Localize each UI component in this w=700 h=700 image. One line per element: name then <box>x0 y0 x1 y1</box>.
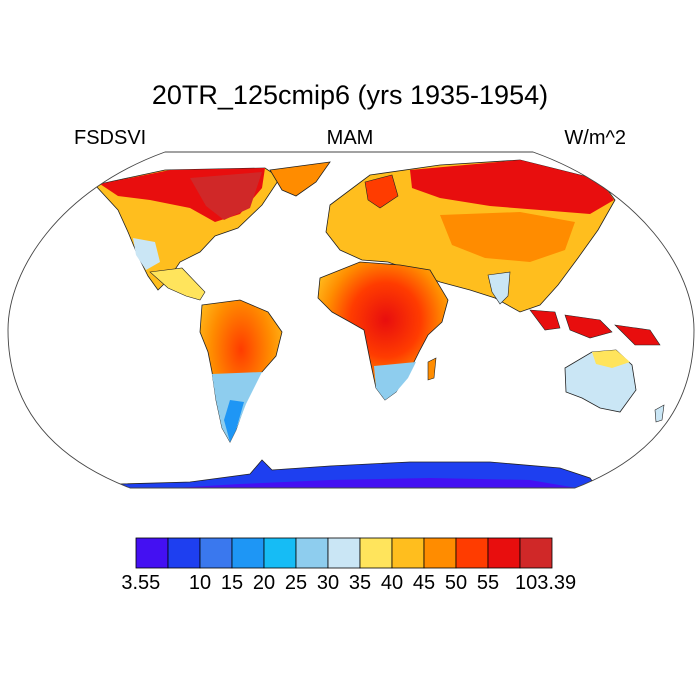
region-australia-north <box>592 350 630 368</box>
colorbar-labels: 3.55 10 15 20 25 30 35 40 45 50 55 103.39 <box>0 572 700 598</box>
colorbar-swatch <box>135 537 169 569</box>
region-canada-core <box>190 172 262 220</box>
colorbar-tick-label: 10 <box>188 572 212 594</box>
colorbar-swatch <box>423 537 457 569</box>
colorbar-swatch <box>263 537 297 569</box>
region-mexico <box>149 267 206 301</box>
colorbar-tick-label: 35 <box>348 572 372 594</box>
colorbar-swatch <box>327 537 361 569</box>
colorbar-swatch <box>199 537 233 569</box>
colorbar-tick-label: 50 <box>444 572 468 594</box>
region-new-zealand <box>654 404 665 423</box>
colorbar-tick-label: 103.39 <box>515 572 577 594</box>
region-indonesia <box>529 309 661 346</box>
region-madagascar <box>427 357 437 381</box>
colorbar-tick-label: 3.55 <box>121 572 161 594</box>
region-patagonia-south <box>224 400 244 442</box>
region-central-asia <box>440 212 575 262</box>
season-label: MAM <box>326 127 374 149</box>
region-siberia <box>410 160 614 214</box>
units-label: W/m^2 <box>564 127 626 149</box>
region-india <box>487 271 511 305</box>
variable-label: FSDSVI <box>74 127 147 149</box>
colorbar-swatch <box>167 537 201 569</box>
colorbar-tick-label: 30 <box>316 572 340 594</box>
region-us-west <box>133 238 160 270</box>
colorbar-swatch <box>391 537 425 569</box>
region-scandinavia <box>364 174 399 209</box>
colorbar-tick-label: 55 <box>476 572 500 594</box>
colorbar-swatch <box>487 537 521 569</box>
colorbar-swatch <box>519 537 553 569</box>
map-title: 20TR_125cmip6 (yrs 1935-1954) <box>151 80 549 110</box>
region-greenland <box>269 161 331 197</box>
colorbar-tick-label: 25 <box>284 572 308 594</box>
land-fill-layer <box>94 159 665 488</box>
colorbar-tick-label: 20 <box>252 572 276 594</box>
region-antarctica-inner <box>130 478 600 488</box>
colorbar-swatch <box>455 537 489 569</box>
colorbar-swatch <box>295 537 329 569</box>
region-southern-africa <box>374 362 416 400</box>
globe-outline <box>7 151 695 489</box>
colorbar-tick-label: 45 <box>412 572 436 594</box>
colorbar-swatch <box>231 537 265 569</box>
colorbar-tick-label: 15 <box>220 572 244 594</box>
colorbar-swatch <box>359 537 393 569</box>
colorbar-tick-label: 40 <box>380 572 404 594</box>
